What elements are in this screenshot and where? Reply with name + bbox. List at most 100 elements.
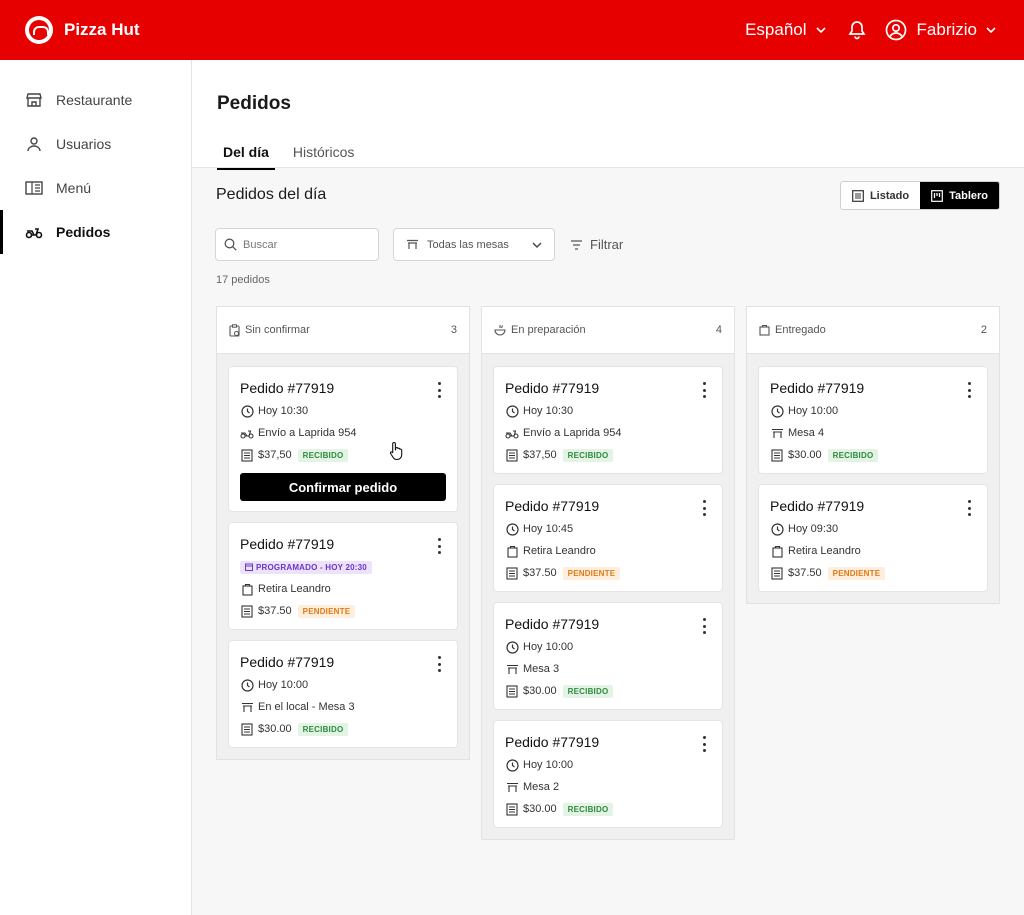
board-view-button[interactable]: Tablero: [920, 182, 999, 209]
brand-name: Pizza Hut: [64, 20, 140, 39]
order-time: Hoy 10:30: [523, 405, 574, 417]
order-time: Hoy 09:30: [788, 523, 839, 535]
kebab-icon[interactable]: [699, 736, 709, 752]
table-icon: [407, 239, 418, 249]
order-time: Hoy 10:45: [523, 523, 574, 535]
list-icon: [852, 189, 864, 202]
status-badge: RECIBIDO: [562, 448, 614, 462]
tab-historicos[interactable]: Históricos: [292, 144, 355, 160]
order-title: Pedido #77919: [770, 498, 865, 514]
user-icon: [25, 135, 43, 153]
list-view-button[interactable]: Listado: [841, 182, 920, 209]
confirm-order-button[interactable]: Confirmar pedido: [240, 473, 446, 501]
order-card[interactable]: Pedido #77919 Hoy 10:00 Mesa 3 $30.00 REC…: [493, 602, 723, 710]
brand[interactable]: Pizza Hut: [25, 16, 140, 44]
list-view-label: Listado: [869, 189, 910, 202]
language-selector[interactable]: Español: [745, 20, 826, 40]
receipt-icon: [240, 604, 254, 618]
search-box: [215, 228, 379, 261]
receipt-icon: [770, 566, 784, 580]
board-view-label: Tablero: [949, 189, 988, 202]
clock-icon: [505, 758, 519, 772]
column-en-preparacion: En preparación 4 Pedido #77919 Hoy 10:30…: [481, 306, 735, 840]
hand-cursor-icon: [389, 441, 403, 461]
kebab-icon[interactable]: [964, 500, 974, 516]
chevron-down-icon: [815, 27, 826, 33]
tabs: Del día Históricos: [217, 144, 372, 170]
order-time: Hoy 10:00: [523, 641, 574, 653]
filter-label: Filtrar: [590, 237, 624, 252]
order-card[interactable]: Pedido #77919 Hoy 10:30 Envío a Laprida …: [228, 366, 458, 512]
top-bar: Pizza Hut Español Fabrizio: [0, 0, 1024, 60]
status-badge: PENDIENTE: [827, 566, 886, 580]
bell-icon[interactable]: [847, 20, 866, 40]
table-select[interactable]: Todas las mesas: [393, 228, 555, 261]
order-title: Pedido #77919: [240, 536, 335, 552]
kebab-icon[interactable]: [699, 382, 709, 398]
kebab-icon[interactable]: [699, 500, 709, 516]
order-amount: $37.50: [258, 605, 292, 617]
order-title: Pedido #77919: [240, 654, 335, 670]
status-badge: RECIBIDO: [297, 448, 349, 462]
order-card[interactable]: Pedido #77919 PROGRAMADO - HOY 20:30 Ret…: [228, 522, 458, 630]
order-title: Pedido #77919: [505, 734, 600, 750]
filter-icon: [571, 239, 582, 250]
scooter-icon: [505, 426, 519, 440]
user-menu[interactable]: Fabrizio: [885, 19, 996, 41]
order-card[interactable]: Pedido #77919 Hoy 10:00 Mesa 4 $30.00 REC…: [758, 366, 988, 474]
chevron-down-icon: [532, 242, 542, 248]
status-badge: RECIBIDO: [562, 684, 614, 698]
board-icon: [931, 189, 943, 202]
sidebar-item-restaurante[interactable]: Restaurante: [0, 78, 191, 122]
order-pickup: Retira Leandro: [258, 583, 331, 595]
sidebar-item-label: Pedidos: [56, 224, 111, 240]
tab-del-dia[interactable]: Del día: [217, 144, 275, 170]
kebab-icon[interactable]: [434, 656, 444, 672]
kebab-icon[interactable]: [964, 382, 974, 398]
bag-icon: [240, 582, 254, 596]
sidebar-item-label: Restaurante: [56, 92, 133, 108]
sidebar-item-menu[interactable]: Menú: [0, 166, 191, 210]
receipt-icon: [505, 684, 519, 698]
search-input[interactable]: [243, 238, 363, 251]
status-badge: RECIBIDO: [297, 722, 349, 736]
status-badge: PENDIENTE: [562, 566, 621, 580]
scheduled-text: PROGRAMADO - HOY 20:30: [256, 562, 367, 572]
order-card[interactable]: Pedido #77919 Hoy 10:00 En el local - Me…: [228, 640, 458, 748]
filter-button[interactable]: Filtrar: [570, 228, 623, 261]
user-circle-icon: [885, 19, 906, 41]
order-card[interactable]: Pedido #77919 Hoy 10:00 Mesa 2 $30.00 REC…: [493, 720, 723, 828]
order-card[interactable]: Pedido #77919 Hoy 10:45 Retira Leandro $…: [493, 484, 723, 592]
sidebar-item-pedidos[interactable]: Pedidos: [0, 210, 191, 254]
scheduled-badge: PROGRAMADO - HOY 20:30: [240, 560, 372, 574]
page-title: Pedidos: [217, 93, 291, 114]
order-time: Hoy 10:00: [788, 405, 839, 417]
main-content: Pedidos Del día Históricos Pedidos del d…: [192, 60, 1024, 915]
receipt-icon: [505, 448, 519, 462]
order-title: Pedido #77919: [240, 380, 335, 396]
logo-icon: [25, 16, 53, 44]
store-icon: [25, 91, 43, 109]
cooking-icon: [494, 325, 506, 336]
kebab-icon[interactable]: [699, 618, 709, 634]
calendar-icon: [245, 563, 253, 571]
kebab-icon[interactable]: [434, 538, 444, 554]
order-delivery: Envío a Laprida 954: [523, 427, 622, 439]
clock-icon: [240, 678, 254, 692]
order-card[interactable]: Pedido #77919 Hoy 10:30 Envío a Laprida …: [493, 366, 723, 474]
column-title: En preparación: [511, 324, 586, 336]
kebab-icon[interactable]: [434, 382, 444, 398]
table-icon: [240, 700, 254, 714]
order-title: Pedido #77919: [770, 380, 865, 396]
order-table: Mesa 2: [523, 781, 560, 793]
order-amount: $30.00: [523, 685, 557, 697]
order-pickup: Retira Leandro: [788, 545, 861, 557]
column-entregado: Entregado 2 Pedido #77919 Hoy 10:00 Mesa…: [746, 306, 1000, 604]
sidebar-item-usuarios[interactable]: Usuarios: [0, 122, 191, 166]
order-card[interactable]: Pedido #77919 Hoy 09:30 Retira Leandro $…: [758, 484, 988, 592]
order-amount: $37.50: [788, 567, 822, 579]
clock-icon: [505, 404, 519, 418]
column-title: Entregado: [775, 324, 826, 336]
column-title: Sin confirmar: [245, 324, 310, 336]
scooter-icon: [240, 426, 254, 440]
